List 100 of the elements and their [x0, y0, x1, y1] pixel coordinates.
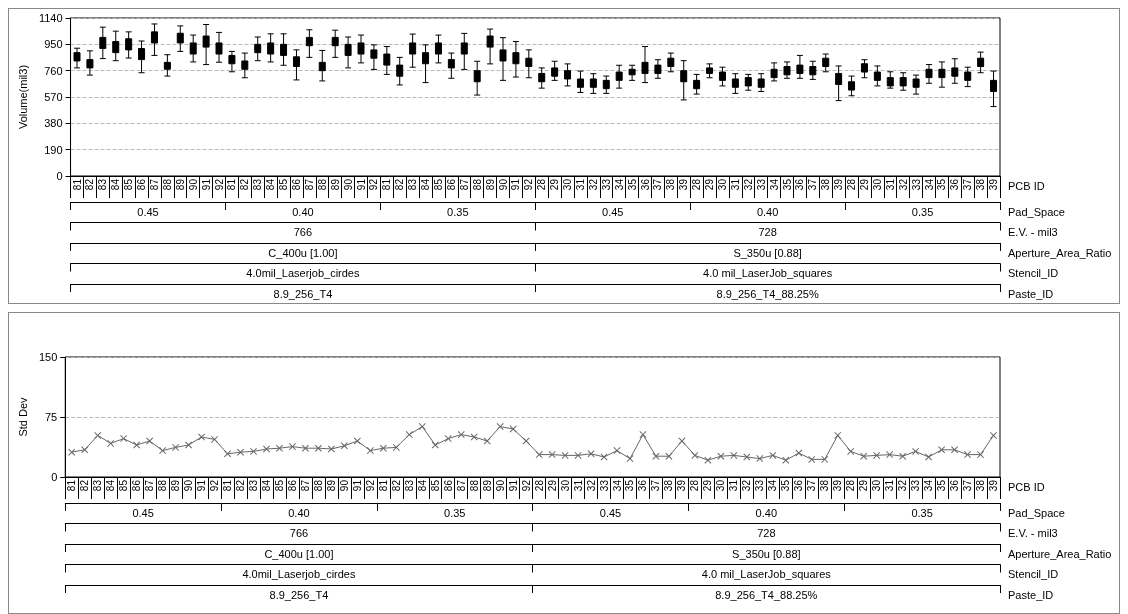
text: Stencil_ID [1008, 568, 1059, 580]
x-tick-label: 34 [613, 178, 625, 191]
x-tick-label: 28 [846, 178, 858, 191]
x-tick-label: 36 [793, 479, 805, 492]
x-tick-label: 34 [767, 479, 779, 492]
x-tick-label: 87 [455, 479, 467, 492]
x-tick-label: 89 [170, 479, 182, 492]
x-tick-label: 85 [278, 178, 290, 191]
x-tick-label: 86 [286, 479, 298, 492]
x-tick-label: 37 [807, 178, 819, 191]
x-tick-label: 81 [377, 479, 389, 492]
text: 4.0mil_Laserjob_cirdes [242, 568, 356, 580]
x-tick-label: 39 [678, 178, 690, 191]
x-tick-label: 83 [403, 479, 415, 492]
text: 0.45 [132, 506, 154, 519]
y-axis-title: Volume(mil3) [16, 64, 29, 130]
x-tick-label: 92 [520, 479, 532, 492]
x-tick-label: 92 [368, 178, 380, 191]
y-tick-label: 0 [51, 471, 58, 483]
x-tick-label: 31 [728, 479, 740, 492]
x-tick-label: 82 [390, 479, 402, 492]
x-tick-label: 37 [962, 479, 974, 492]
x-tick-label: 88 [157, 479, 169, 492]
x-tick-label: 35 [781, 178, 793, 191]
text: 0.40 [288, 506, 310, 519]
x-tick-label: 30 [716, 178, 728, 191]
x-tick-label: 90 [187, 178, 199, 191]
x-tick-label: 36 [949, 178, 961, 191]
x-tick-label: 37 [652, 178, 664, 191]
x-tick-label: 92 [523, 178, 535, 191]
x-tick-label: 29 [702, 479, 714, 492]
x-tick-label: 36 [637, 479, 649, 492]
text: 8.9_256_T4 [273, 287, 333, 300]
x-tick-label: 38 [663, 479, 675, 492]
x-tick-label: 91 [200, 178, 212, 191]
x-tick-label: 88 [468, 479, 480, 492]
x-tick-label: 89 [329, 178, 341, 191]
x-tick-label: 92 [364, 479, 376, 492]
x-tick-label: 84 [260, 479, 272, 492]
x-tick-label: 36 [794, 178, 806, 191]
x-tick-label: 87 [148, 178, 160, 191]
x-tick-label: 33 [910, 479, 922, 492]
text: 8.9_256_T4_88.25% [716, 287, 819, 300]
text: 0.45 [599, 506, 622, 519]
x-tick-label: 31 [729, 178, 741, 191]
x-tick-label: 87 [144, 479, 156, 492]
x-tick-label: 92 [209, 479, 221, 492]
x-tick-label: 34 [611, 479, 623, 492]
x-tick-label: 91 [510, 178, 522, 191]
x-tick-label: 87 [458, 178, 470, 191]
x-tick-label: 84 [265, 178, 277, 191]
x-tick-label: 82 [394, 178, 406, 191]
x-tick-label: 84 [105, 479, 117, 492]
x-tick-label: 90 [338, 479, 350, 492]
text: 0.35 [911, 205, 934, 218]
x-tick-label: 90 [183, 479, 195, 492]
x-tick-label: 90 [497, 178, 509, 191]
x-tick-label: 28 [691, 178, 703, 191]
x-tick-label: 87 [303, 178, 315, 191]
x-tick-label: 32 [897, 479, 909, 492]
x-axis-title: PCB ID [1008, 179, 1045, 192]
text: E.V. - mil3 [1008, 226, 1058, 238]
x-tick-label: 39 [988, 178, 1000, 191]
x-tick-label: 88 [312, 479, 324, 492]
text: Stencil_ID [1008, 267, 1059, 279]
x-tick-label: 89 [325, 479, 337, 492]
x-tick-label: 30 [715, 479, 727, 492]
x-tick-label: 83 [252, 178, 264, 191]
x-tick-label: 83 [407, 178, 419, 191]
x-tick-label: 34 [923, 479, 935, 492]
x-tick-label: 38 [665, 178, 677, 191]
x-tick-label: 32 [585, 479, 597, 492]
x-tick-label: 82 [235, 479, 247, 492]
y-tick-label: 760 [44, 64, 63, 77]
x-tick-label: 29 [858, 178, 870, 191]
x-tick-label: 36 [639, 178, 651, 191]
x-tick-label: 34 [923, 178, 935, 191]
x-tick-label: 90 [494, 479, 506, 492]
x-tick-label: 32 [742, 178, 754, 191]
x-tick-label: 30 [871, 479, 883, 492]
text: Pad_Space [1008, 506, 1065, 519]
x-tick-label: 91 [355, 178, 367, 191]
x-tick-label: 89 [174, 178, 186, 191]
text: 0.45 [602, 205, 624, 218]
x-tick-label: 84 [420, 178, 432, 191]
x-tick-label: 37 [806, 479, 818, 492]
x-tick-label: 38 [975, 178, 987, 191]
x-tick-label: 81 [66, 479, 78, 492]
y-tick-label: 380 [44, 117, 63, 130]
x-tick-label: 29 [704, 178, 716, 191]
y-tick-label: 75 [45, 411, 58, 423]
text: E.V. - mil3 [1008, 527, 1058, 539]
x-tick-label: 35 [936, 178, 948, 191]
text: 728 [757, 527, 776, 539]
x-tick-label: 28 [689, 479, 701, 492]
x-tick-label: 88 [316, 178, 328, 191]
x-tick-label: 91 [507, 479, 519, 492]
text: S_350u [0.88] [732, 547, 801, 560]
x-tick-label: 36 [949, 479, 961, 492]
text: 0.45 [137, 205, 159, 218]
